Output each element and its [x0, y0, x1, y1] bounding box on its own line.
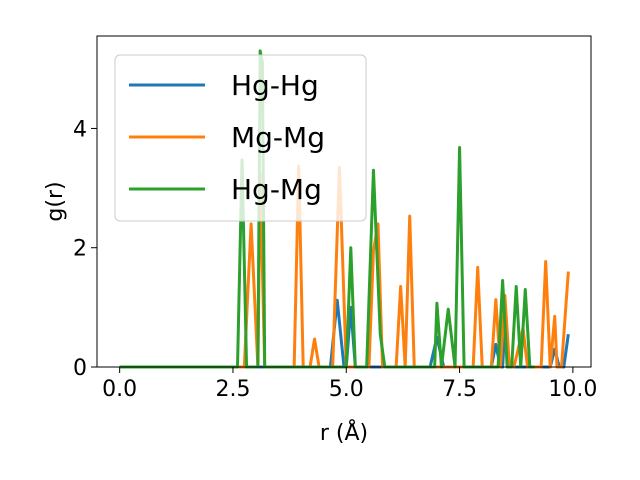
x-tick-label: 7.5	[442, 377, 477, 402]
ticks-layer: 0.0 2.5 5.0 7.5 10.0 0 2 4	[73, 117, 597, 402]
y-tick-label: 4	[73, 117, 87, 142]
legend-box	[114, 54, 367, 222]
plot-frame	[96, 35, 592, 368]
x-tick-label: 2.5	[215, 377, 250, 402]
legend-label-hg-hg: Hg-Hg	[231, 69, 319, 102]
y-axis-label: g(r)	[43, 181, 68, 221]
x-tick-label: 10.0	[548, 377, 597, 402]
legend-label-mg-mg: Mg-Mg	[231, 121, 325, 154]
x-axis-label: r (Å)	[320, 419, 368, 446]
x-tick-label: 5.0	[329, 377, 364, 402]
legend: Hg-Hg Mg-Mg Hg-Mg	[114, 54, 367, 222]
y-tick-label: 0	[73, 356, 87, 381]
y-tick-label: 2	[73, 237, 87, 262]
legend-label-hg-mg: Hg-Mg	[231, 173, 322, 206]
x-tick-label: 0.0	[102, 377, 137, 402]
